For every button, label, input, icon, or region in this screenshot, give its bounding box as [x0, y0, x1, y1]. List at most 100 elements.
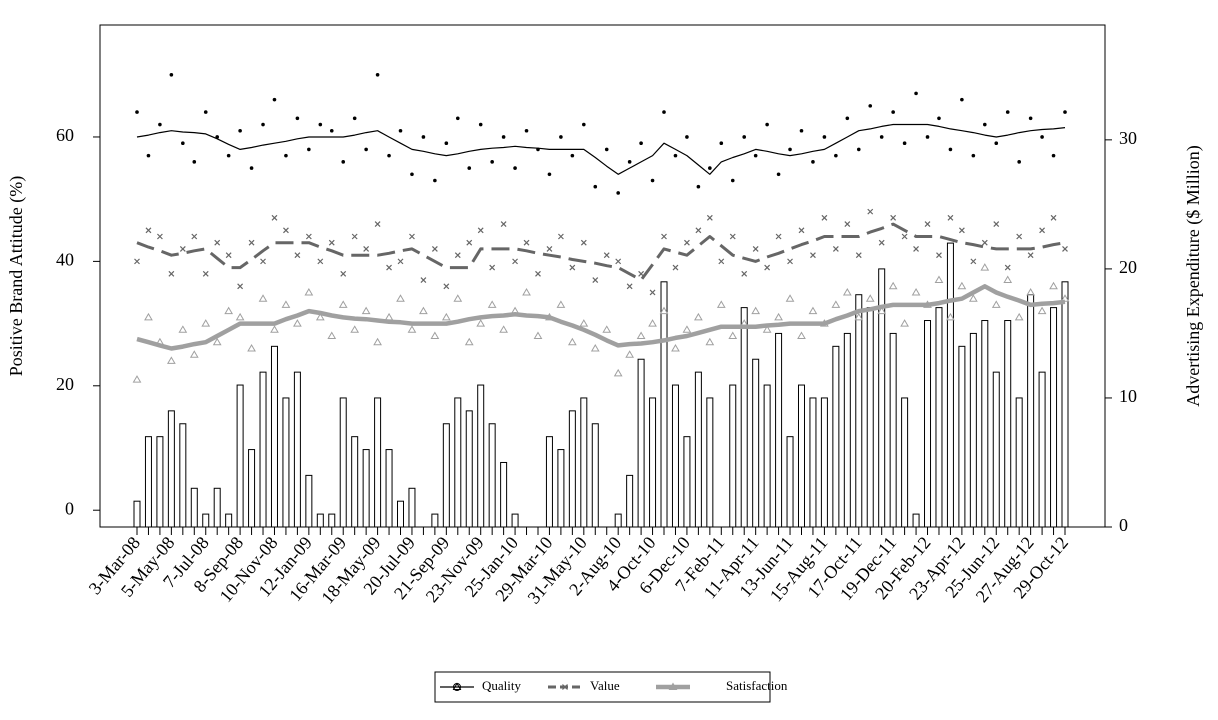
- point: [179, 246, 186, 252]
- bar: [1015, 397, 1023, 528]
- point: [877, 306, 887, 315]
- point: [454, 252, 461, 259]
- point: [158, 122, 162, 127]
- point: [533, 331, 543, 340]
- point: [318, 122, 323, 127]
- point: [834, 153, 838, 158]
- bar: [958, 345, 966, 528]
- point: [559, 135, 563, 139]
- point: [901, 233, 908, 240]
- bar: [763, 384, 771, 528]
- bar: [580, 397, 588, 528]
- bar: [946, 242, 954, 528]
- point: [166, 356, 176, 364]
- point: [753, 153, 758, 158]
- legend-marker: [668, 682, 678, 690]
- legend-label: Quality: [482, 678, 521, 693]
- point: [225, 252, 232, 259]
- point: [430, 331, 440, 340]
- point: [1051, 153, 1056, 158]
- point: [913, 246, 919, 252]
- point: [1028, 116, 1033, 121]
- point: [832, 246, 839, 252]
- point: [615, 258, 622, 265]
- point: [924, 221, 931, 227]
- point: [948, 147, 953, 152]
- point: [295, 116, 300, 121]
- point: [547, 172, 552, 177]
- legend-marker: [453, 683, 461, 691]
- bar: [156, 436, 164, 528]
- point: [752, 246, 759, 252]
- point: [557, 233, 564, 240]
- point: [260, 258, 266, 265]
- point: [455, 116, 460, 121]
- point: [831, 300, 841, 308]
- bar: [832, 345, 840, 528]
- bar: [671, 384, 679, 528]
- point: [487, 300, 497, 308]
- point: [788, 147, 792, 152]
- point: [775, 233, 782, 240]
- point: [271, 214, 278, 221]
- point: [776, 172, 781, 177]
- point: [695, 227, 702, 234]
- point: [968, 294, 978, 302]
- point: [787, 258, 793, 265]
- bar: [969, 332, 977, 528]
- point: [971, 153, 976, 158]
- point: [307, 147, 311, 152]
- point: [868, 104, 873, 108]
- point: [397, 258, 404, 265]
- bar: [637, 358, 645, 528]
- point: [338, 300, 348, 308]
- point: [1026, 287, 1036, 296]
- point: [134, 258, 140, 265]
- point: [1003, 275, 1013, 284]
- plot-frame: [99, 24, 1106, 528]
- point: [444, 141, 449, 145]
- point: [716, 300, 726, 308]
- point: [741, 270, 748, 277]
- point: [925, 135, 930, 139]
- point: [1050, 214, 1057, 221]
- point: [1062, 246, 1068, 252]
- point: [957, 281, 967, 290]
- point: [592, 277, 599, 283]
- bar: [385, 449, 393, 528]
- bar: [649, 397, 657, 528]
- point: [476, 319, 486, 327]
- bar: [282, 397, 290, 528]
- point: [375, 72, 380, 77]
- point: [203, 110, 208, 114]
- point: [384, 312, 394, 321]
- point: [181, 141, 185, 145]
- bar: [477, 384, 485, 528]
- point: [785, 294, 795, 302]
- bar: [500, 461, 508, 528]
- point: [603, 252, 610, 259]
- bar: [1004, 320, 1012, 528]
- point: [1004, 264, 1011, 271]
- point: [144, 312, 153, 321]
- point: [671, 343, 680, 352]
- bar: [305, 474, 313, 528]
- bar: [912, 513, 920, 528]
- point: [604, 147, 609, 152]
- bar: [236, 384, 244, 528]
- bar: [820, 397, 828, 528]
- point: [237, 283, 244, 290]
- point: [567, 337, 577, 346]
- point: [341, 160, 346, 164]
- bar: [935, 307, 943, 528]
- point: [934, 275, 944, 284]
- point: [453, 294, 463, 302]
- y2-tick-label: 30: [1119, 128, 1137, 148]
- point: [1049, 281, 1058, 290]
- point: [865, 294, 875, 302]
- point: [730, 178, 735, 183]
- bar: [431, 513, 439, 528]
- y2-tick-label: 0: [1119, 515, 1128, 535]
- point: [705, 337, 715, 346]
